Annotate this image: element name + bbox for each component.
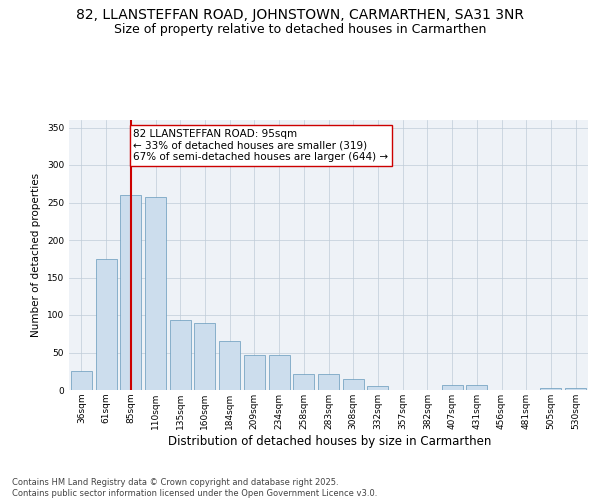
- Text: Size of property relative to detached houses in Carmarthen: Size of property relative to detached ho…: [114, 22, 486, 36]
- Bar: [367, 386, 388, 390]
- Bar: [219, 341, 240, 390]
- Bar: [442, 385, 463, 390]
- Bar: [71, 371, 92, 390]
- Bar: [293, 374, 314, 390]
- Bar: [541, 388, 562, 390]
- Text: 82 LLANSTEFFAN ROAD: 95sqm
← 33% of detached houses are smaller (319)
67% of sem: 82 LLANSTEFFAN ROAD: 95sqm ← 33% of deta…: [133, 129, 388, 162]
- Bar: [269, 355, 290, 390]
- Bar: [194, 322, 215, 390]
- Bar: [95, 259, 116, 390]
- Bar: [170, 320, 191, 390]
- Bar: [565, 388, 586, 390]
- Bar: [145, 196, 166, 390]
- Bar: [244, 355, 265, 390]
- Text: Distribution of detached houses by size in Carmarthen: Distribution of detached houses by size …: [169, 435, 491, 448]
- Bar: [318, 374, 339, 390]
- Text: Contains HM Land Registry data © Crown copyright and database right 2025.
Contai: Contains HM Land Registry data © Crown c…: [12, 478, 377, 498]
- Bar: [343, 379, 364, 390]
- Y-axis label: Number of detached properties: Number of detached properties: [31, 173, 41, 337]
- Text: 82, LLANSTEFFAN ROAD, JOHNSTOWN, CARMARTHEN, SA31 3NR: 82, LLANSTEFFAN ROAD, JOHNSTOWN, CARMART…: [76, 8, 524, 22]
- Bar: [466, 385, 487, 390]
- Bar: [120, 195, 141, 390]
